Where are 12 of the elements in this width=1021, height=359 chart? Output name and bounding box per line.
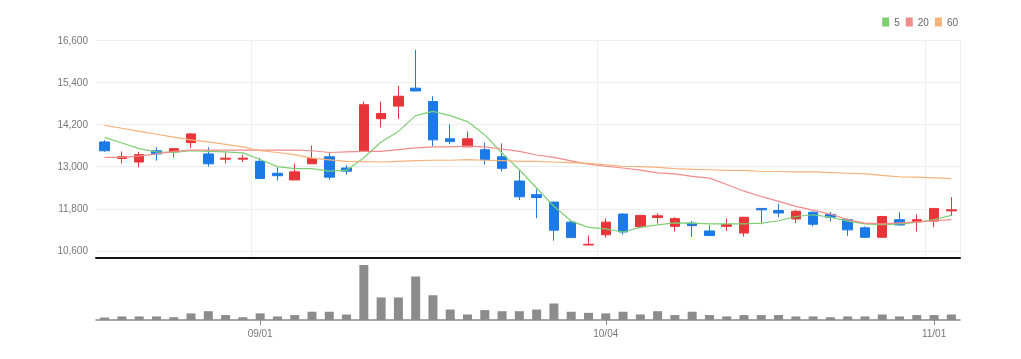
x-tick-label: 11/01: [921, 327, 947, 339]
y-tick-label: 14,200: [57, 118, 89, 130]
y-tick-label: 10,600: [57, 245, 89, 257]
legend-label: 5: [894, 16, 901, 28]
y-tick-label: 13,000: [57, 161, 89, 173]
y-tick-label: 15,400: [57, 76, 89, 88]
x-tick-label: 10/04: [593, 327, 619, 339]
legend-label: 60: [946, 16, 959, 28]
y-tick-label: 16,600: [57, 34, 89, 46]
x-tick-label: 09/01: [247, 327, 274, 339]
y-tick-label: 11,800: [58, 203, 89, 215]
legend-label: 20: [917, 16, 930, 28]
